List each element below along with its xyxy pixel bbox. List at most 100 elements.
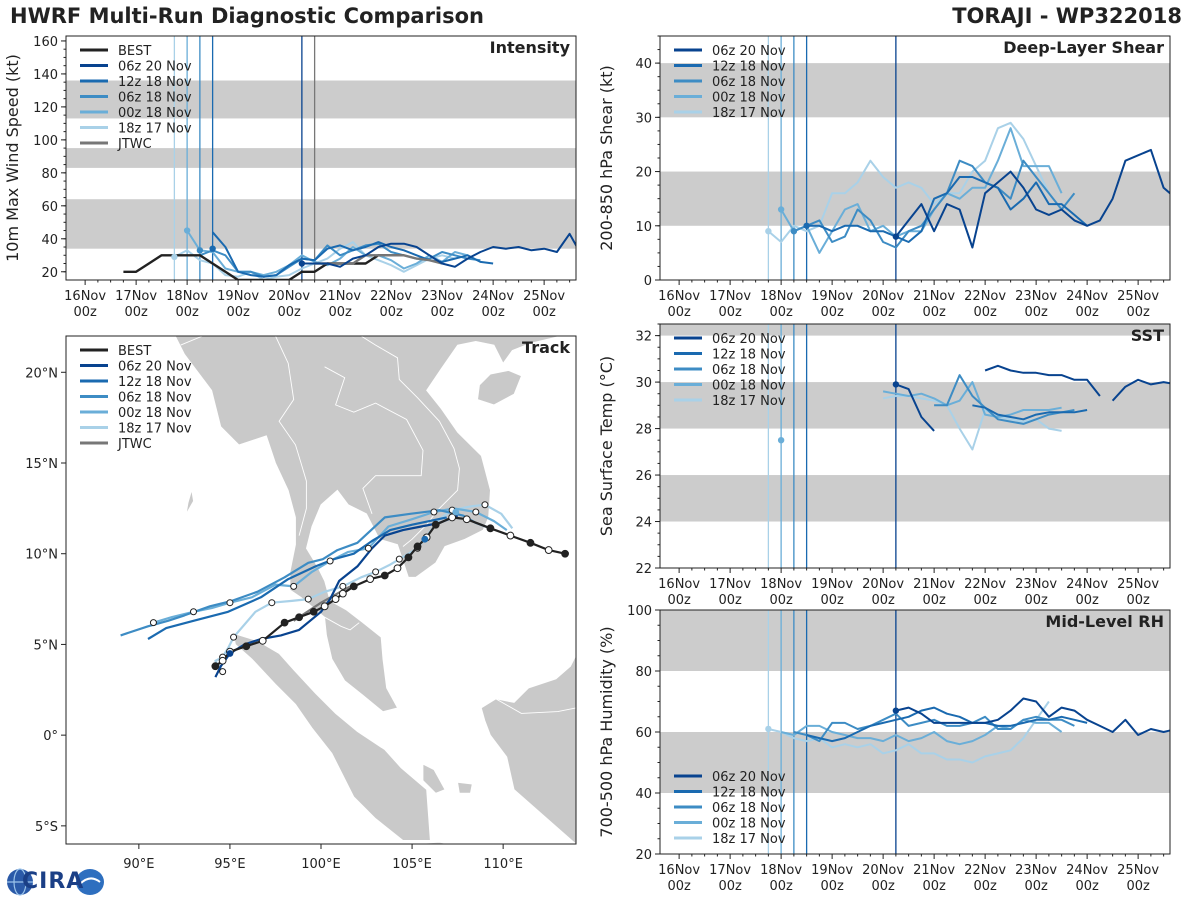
rh-xtick-label-hour: 00z (973, 879, 997, 894)
intensity-init-marker-r06z20 (298, 260, 306, 267)
track-lat-label: 10°N (25, 548, 58, 563)
border-mm-th (275, 336, 307, 536)
sst-xtick-label: 19Nov 00z (811, 577, 853, 608)
intensity-xtick-label-day: 17Nov (115, 289, 157, 304)
rh-ytick-label: 60 (635, 726, 652, 741)
rh-legend-label-r12z18: 12z 18 Nov (712, 786, 786, 801)
track-legend-label-r00z18: 00z 18 Nov (118, 406, 192, 421)
track-point-r18z17 (372, 568, 380, 576)
page-title-right: TORAJI - WP322018 (952, 4, 1182, 28)
track-point-best (380, 571, 389, 580)
intensity-xtick-label-hour: 00z (481, 305, 505, 320)
shear-series-r06z18 (793, 159, 1076, 249)
shear-xtick-label: 17Nov 00z (709, 289, 751, 320)
shear-xtick-label-hour: 00z (667, 305, 691, 320)
shear-xtick-label-hour: 00z (820, 305, 844, 320)
sst-legend-label-r18z17: 18z 17 Nov (712, 394, 786, 409)
intensity-xtick-label-hour: 00z (328, 305, 352, 320)
sst-ytick-label: 22 (635, 562, 652, 577)
sst-init-marker-r06z20 (892, 381, 900, 388)
track-title: Track (522, 338, 570, 357)
track-panel: 90°E 95°E 100°E 105°E 110°E 20°N 15°N 10°N 5°N 0°… (25, 335, 577, 872)
rh-xtick-label-day: 24Nov (1066, 863, 1108, 878)
track-lon-label: 100°E (301, 857, 341, 872)
rh-xtick-label-day: 22Nov (964, 863, 1006, 878)
intensity-xtick-label-hour: 00z (430, 305, 454, 320)
track-point-r00z18 (364, 544, 372, 552)
track-point-best (393, 564, 402, 573)
track-point-best (309, 607, 318, 616)
intensity-xtick-label-day: 24Nov (472, 289, 514, 304)
sst-xtick-label: 23Nov 00z (1015, 577, 1057, 608)
track-point-best (295, 613, 304, 622)
rh-xtick-label-day: 19Nov (811, 863, 853, 878)
intensity-xtick-label-hour: 00z (73, 305, 97, 320)
bangka-island (422, 763, 446, 794)
intensity-series-r00z18 (186, 229, 468, 277)
track-point-r00z18 (326, 557, 334, 565)
shear-xtick-label-day: 19Nov (811, 289, 853, 304)
track-legend-label-r06z20: 06z 20 Nov (118, 360, 192, 375)
track-lat-label: 15°N (25, 457, 58, 472)
intensity-ytick-label: 160 (33, 35, 58, 50)
sst-xtick-label-day: 24Nov (1066, 577, 1108, 592)
sst-xtick-label: 16Nov 00z (658, 577, 700, 608)
rh-xtick-label-hour: 00z (820, 879, 844, 894)
intensity-ytick-label: 140 (33, 68, 58, 83)
rh-series-r06z20 (895, 697, 1170, 736)
intensity-xtick-label-day: 20Nov (268, 289, 310, 304)
track-point-best (280, 618, 289, 627)
intensity-xtick-label-day: 18Nov (166, 289, 208, 304)
shear-title: Deep-Layer Shear (1003, 38, 1164, 57)
intensity-xtick-label-hour: 00z (379, 305, 403, 320)
sst-xtick-label-day: 20Nov (862, 577, 904, 592)
sst-ytick-label: 30 (635, 376, 652, 391)
rh-series-r06z18 (793, 712, 1075, 743)
track-point-r18z17 (304, 595, 312, 603)
track-point-r00z18 (226, 599, 234, 607)
intensity-xtick-label: 20Nov 00z (268, 289, 310, 320)
shear-xtick-label: 21Nov 00z (913, 289, 955, 320)
intensity-xtick-label: 23Nov 00z (421, 289, 463, 320)
rh-xtick-label-hour: 00z (769, 879, 793, 894)
track-legend-label-jtwc: JTWC (117, 437, 152, 452)
intensity-init-marker-r06z18 (196, 247, 204, 254)
shear-init-marker-r06z18 (790, 228, 798, 235)
rh-ylabel: 700-500 hPa Humidity (%) (597, 626, 616, 837)
rh-band (660, 610, 1170, 671)
borneo-island (480, 655, 576, 844)
rh-xtick-label-hour: 00z (1126, 879, 1150, 894)
sst-xtick-label-hour: 00z (718, 593, 742, 608)
sst-xtick-label-hour: 00z (973, 593, 997, 608)
belitung-island (457, 781, 473, 794)
intensity-xtick-label: 25Nov 00z (523, 289, 565, 320)
intensity-init-marker-r18z17 (171, 253, 178, 261)
track-legend-label-best: BEST (118, 344, 151, 359)
track-plot-area (66, 336, 576, 844)
track-line-r06z18 (120, 509, 491, 637)
andaman-island (185, 490, 194, 514)
rh-xtick-label-hour: 00z (922, 879, 946, 894)
shear-xtick-label-day: 22Nov (964, 289, 1006, 304)
sst-xtick-label-day: 19Nov (811, 577, 853, 592)
shear-xtick-label-hour: 00z (922, 305, 946, 320)
rh-ytick-label: 20 (635, 848, 652, 863)
intensity-series-r12z18 (211, 231, 494, 278)
track-frame (65, 335, 577, 845)
shear-xtick-label: 22Nov 00z (964, 289, 1006, 320)
shear-xtick-label-day: 23Nov (1015, 289, 1057, 304)
shear-legend-label-r18z17: 18z 17 Nov (712, 106, 786, 121)
rh-ytick-label: 40 (635, 787, 652, 802)
rh-xtick-label: 16Nov 00z (658, 863, 700, 894)
rh-legend-label-r18z17: 18z 17 Nov (712, 832, 786, 847)
track-point-r18z17 (339, 582, 347, 590)
sst-legend-label-r06z18: 06z 18 Nov (712, 363, 786, 378)
track-point-r18z17 (230, 633, 238, 641)
shear-ytick-label: 40 (635, 57, 652, 72)
sst-legend-label-r00z18: 00z 18 Nov (712, 379, 786, 394)
sst-xtick-label: 17Nov 00z (709, 577, 751, 608)
sst-init-marker-r00z18 (777, 436, 785, 444)
sst-series-r06z20 (895, 364, 1170, 432)
sst-ytick-label: 32 (635, 330, 652, 345)
